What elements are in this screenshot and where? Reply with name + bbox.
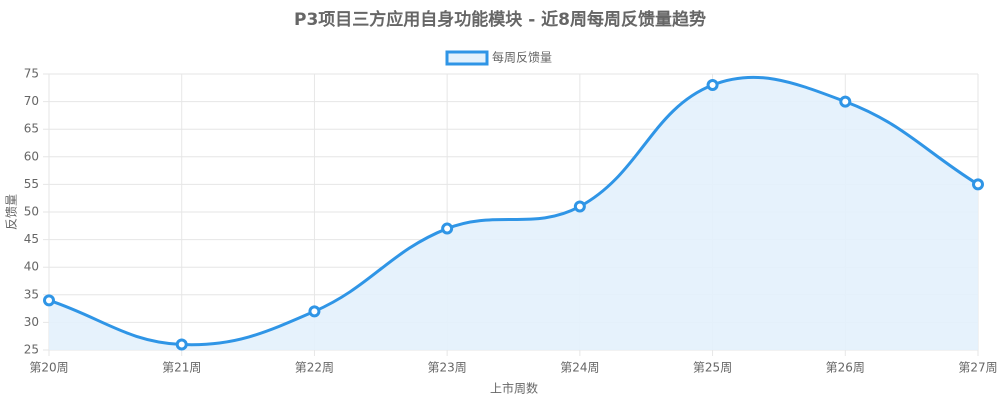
x-tick-label: 第22周 xyxy=(295,361,334,375)
y-tick-label: 60 xyxy=(24,149,39,163)
point xyxy=(308,305,321,318)
y-tick-label: 55 xyxy=(24,177,39,191)
y-tick-label: 30 xyxy=(24,315,39,329)
point xyxy=(839,95,852,108)
y-tick-label: 40 xyxy=(24,260,39,274)
y-axis-label: 反馈量 xyxy=(5,194,19,230)
y-tick-label: 45 xyxy=(24,232,39,246)
point xyxy=(441,222,454,235)
y-tick-label: 65 xyxy=(24,122,39,136)
point xyxy=(706,79,719,92)
area xyxy=(49,77,978,350)
y-tick-label: 25 xyxy=(24,343,39,357)
point xyxy=(972,178,984,191)
point xyxy=(175,338,188,351)
x-tick-label: 第27周 xyxy=(958,361,997,375)
x-tick-label: 第20周 xyxy=(29,361,68,375)
x-axis-label: 上市周数 xyxy=(490,381,538,396)
chart-title: P3项目三方应用自身功能模块 - 近8周每周反馈量趋势 xyxy=(294,9,706,30)
x-tick-label: 第21周 xyxy=(162,361,201,375)
point xyxy=(43,294,55,307)
legend-label: 每周反馈量 xyxy=(492,50,552,65)
x-tick-label: 第24周 xyxy=(560,361,599,375)
x-tick-label: 第26周 xyxy=(826,361,865,375)
y-tick-label: 70 xyxy=(24,94,39,108)
y-tick-label: 50 xyxy=(24,205,39,219)
line xyxy=(48,75,979,347)
point xyxy=(573,200,586,213)
x-tick-label: 第23周 xyxy=(428,361,467,375)
x-tick-label: 第25周 xyxy=(693,361,732,375)
y-tick-label: 35 xyxy=(24,287,39,301)
y-tick-label: 75 xyxy=(24,67,39,81)
legend-swatch xyxy=(445,50,489,66)
